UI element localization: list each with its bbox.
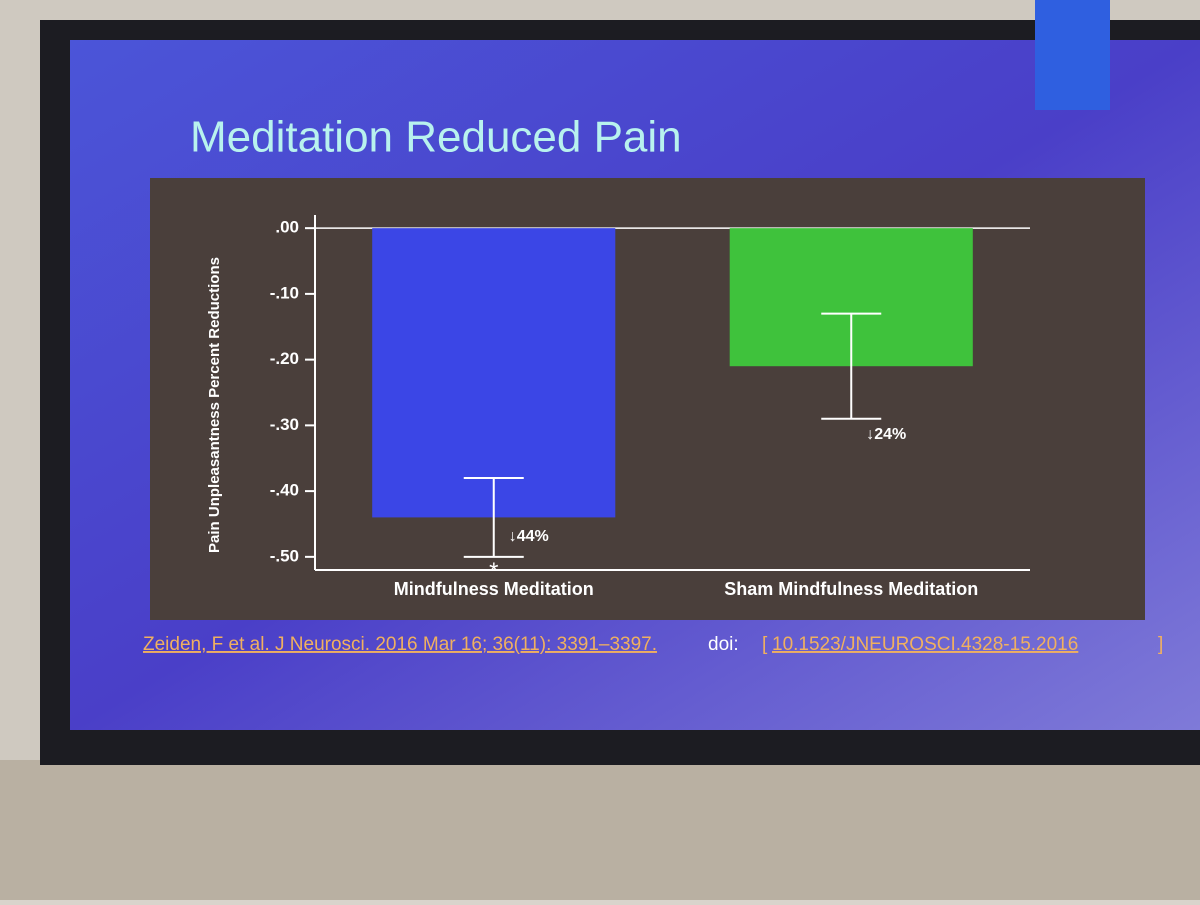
citation-doi[interactable]: 10.1523/JNEUROSCI.4328-15.2016 bbox=[772, 634, 1078, 655]
x-tick-label: Sham Mindfulness Meditation bbox=[724, 579, 978, 599]
slide-title: Meditation Reduced Pain bbox=[190, 113, 682, 162]
bar-annotation: ↓44% bbox=[509, 528, 549, 545]
x-tick-label: Mindfulness Meditation bbox=[394, 579, 594, 599]
y-tick-label: -.50 bbox=[270, 546, 299, 565]
y-tick-label: -.20 bbox=[270, 349, 299, 368]
citation: Zeiden, F et al. J Neurosci. 2016 Mar 16… bbox=[143, 634, 1163, 655]
significance-marker: * bbox=[489, 558, 498, 585]
bar-annotation: ↓24% bbox=[866, 426, 906, 443]
lower-wall bbox=[0, 760, 1200, 900]
y-tick-label: -.40 bbox=[270, 481, 299, 500]
slide-accent bbox=[1035, 0, 1110, 110]
y-axis-label: Pain Unpleasantness Percent Reductions bbox=[206, 257, 223, 553]
y-tick-label: -.10 bbox=[270, 283, 299, 302]
citation-reference: Zeiden, F et al. J Neurosci. 2016 Mar 16… bbox=[143, 634, 657, 655]
bar bbox=[372, 228, 616, 518]
y-tick-label: .00 bbox=[275, 218, 299, 237]
citation-doi-prefix: doi: bbox=[708, 634, 739, 655]
error-bar bbox=[821, 312, 882, 420]
error-bar bbox=[463, 476, 524, 558]
citation-bracket: ] bbox=[1158, 634, 1163, 655]
y-tick-label: -.30 bbox=[270, 415, 299, 434]
chart-panel bbox=[150, 178, 1145, 620]
citation-bracket: [ bbox=[762, 634, 768, 655]
